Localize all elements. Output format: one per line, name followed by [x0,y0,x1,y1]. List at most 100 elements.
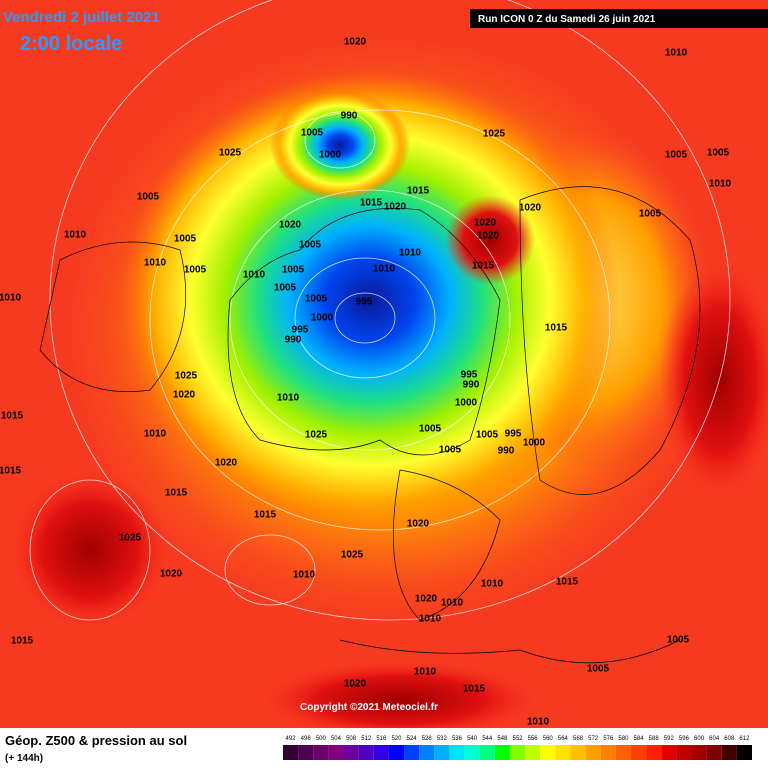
pressure-label: 1000 [319,150,342,161]
legend-label: 512 [361,736,372,742]
legend-swatch [313,745,329,760]
pressure-label: 1005 [305,294,328,305]
pressure-label: 1005 [301,128,324,139]
pressure-label: 1000 [455,398,478,409]
legend-swatch [615,745,631,760]
pressure-label: 1020 [474,218,497,229]
pressure-label: 1020 [519,203,542,214]
pressure-label: 1025 [175,371,198,382]
pressure-label: 1015 [1,411,24,422]
pressure-label: 995 [461,370,478,381]
pressure-label: 1005 [665,150,688,161]
legend-swatch [555,745,571,760]
legend-label: 564 [558,736,569,742]
pressure-label: 1005 [419,424,442,435]
legend-label: 604 [709,736,720,742]
pressure-label: 995 [292,325,309,336]
pressure-label: 1005 [274,283,297,294]
legend-swatch [464,745,480,760]
legend-swatch [661,745,677,760]
pressure-label: 1025 [219,148,242,159]
legend-label: 548 [497,736,508,742]
lead-time: (+ 144h) [5,753,43,764]
pressure-label: 1005 [587,664,610,675]
legend-label: 572 [588,736,599,742]
legend-label: 516 [376,736,387,742]
pressure-label: 1015 [556,577,579,588]
pressure-label: 1010 [441,598,464,609]
legend-label: 532 [437,736,448,742]
pressure-label: 1015 [545,323,568,334]
pressure-label: 1000 [523,438,546,449]
legend-label: 544 [482,736,493,742]
pressure-label: 990 [498,446,515,457]
color-legend: 492 496 500 504 508 512 516 520 524 528 532 536 540 5… [283,736,752,760]
pressure-label: 1020 [415,594,438,605]
pressure-label: 1020 [279,220,302,231]
legend-swatch [585,745,601,760]
pressure-label: 1010 [373,264,396,275]
pressure-label: 1020 [215,458,238,469]
pressure-label: 1015 [11,636,34,647]
legend-label: 596 [679,736,690,742]
pressure-label: 1020 [344,679,367,690]
legend-label: 504 [331,736,342,742]
legend-label: 612 [739,736,750,742]
pressure-label: 1010 [243,270,266,281]
legend-label: 576 [603,736,614,742]
pressure-label: 1010 [0,293,22,304]
pressure-label: 1025 [305,430,328,441]
pressure-label: 1015 [463,684,486,695]
pressure-label: 1015 [165,488,188,499]
valid-time: 2:00 locale [20,33,122,55]
pressure-label: 1005 [137,192,160,203]
pressure-label: 1020 [173,390,196,401]
legend-label: 592 [664,736,675,742]
pressure-label: 995 [505,429,522,440]
legend-label: 556 [528,736,539,742]
pressure-label: 1025 [341,550,364,561]
ridge [660,260,768,500]
pressure-label: 1010 [419,614,442,625]
pressure-label: 1015 [0,466,22,477]
cold-pool [270,90,410,200]
pressure-label: 1000 [311,313,334,324]
polar-vortex [120,70,620,530]
legend-label: 580 [618,736,629,742]
legend-swatch [721,745,737,760]
legend-swatch [570,745,586,760]
pressure-label: 1005 [282,265,305,276]
legend-label: 540 [467,736,478,742]
pressure-label: 1010 [665,48,688,59]
pressure-label: 990 [341,111,358,122]
legend-label: 492 [286,736,297,742]
pressure-label: 1015 [360,198,383,209]
pressure-label: 1015 [407,186,430,197]
legend-swatch [388,745,405,760]
isobars [29,0,731,621]
pressure-label: 1025 [119,533,142,544]
pressure-label: 1010 [481,579,504,590]
legend-swatch [404,745,420,760]
legend-swatch [343,745,359,760]
legend-label: 520 [391,736,402,742]
pressure-label: 1015 [254,510,277,521]
ridge [260,660,540,740]
legend-swatch [540,745,556,760]
legend-swatch [509,745,526,760]
legend-swatch [419,745,435,760]
legend-swatch [525,745,541,760]
legend-label: 588 [649,736,660,742]
ridge [10,470,170,630]
pressure-label: 1010 [144,258,167,269]
pressure-label: 1005 [174,234,197,245]
pressure-label: 990 [463,380,480,391]
legend-swatch [736,745,752,760]
legend-swatch [373,745,389,760]
footer-title: Géop. Z500 & pression au sol [5,733,187,748]
pressure-label: 1020 [160,569,183,580]
pressure-label: 995 [356,297,373,308]
legend-swatch [494,745,510,760]
pressure-label: 1005 [439,445,462,456]
